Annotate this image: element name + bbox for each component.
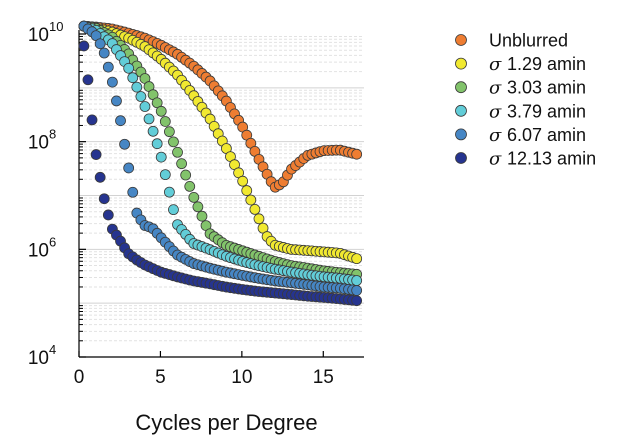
x-tick-label: 15 [313, 367, 334, 388]
data-point [155, 151, 167, 163]
data-point [192, 201, 204, 213]
legend-marker [455, 81, 467, 94]
data-point [159, 169, 171, 181]
legend-sigma-symbol: σ [489, 78, 507, 99]
legend-sigma-symbol: σ [489, 125, 507, 146]
legend-label-text: 3.79 amin [507, 101, 586, 121]
data-point [155, 105, 167, 117]
y-tick-exponent: 8 [49, 127, 56, 142]
data-point [147, 125, 159, 137]
data-point [102, 209, 114, 221]
data-point [176, 158, 188, 170]
legend-marker [455, 34, 467, 46]
data-point [115, 115, 126, 127]
legend-sigma-symbol: σ [489, 101, 507, 122]
series-5 [78, 40, 363, 307]
legend-label-text: 3.03 amin [507, 78, 586, 98]
x-tick-label: 5 [155, 367, 166, 388]
y-tick-base: 10 [28, 348, 49, 369]
data-point [253, 213, 265, 225]
data-point [131, 81, 143, 93]
x-tick-label: 10 [231, 367, 252, 388]
data-point [139, 101, 151, 112]
y-tick-exponent: 4 [49, 342, 56, 357]
y-tick-exponent: 10 [49, 19, 63, 34]
data-point [86, 114, 98, 126]
series-4 [78, 20, 363, 296]
data-point [196, 210, 208, 222]
x-axis-title: Cycles per Degree [135, 410, 317, 435]
y-tick-base: 10 [28, 133, 49, 154]
data-point [135, 91, 147, 102]
legend-label: σ 3.03 amin [489, 78, 586, 99]
y-tick-label: 10 [28, 348, 49, 369]
legend-marker [455, 104, 467, 117]
data-point [111, 95, 122, 107]
legend-label: σ 1.29 amin [489, 54, 586, 75]
y-tick-label: 10 [28, 240, 49, 261]
legend-label: σ 6.07 amin [489, 125, 586, 146]
data-point [172, 146, 183, 158]
data-point [351, 295, 363, 307]
y-tick-base: 10 [28, 240, 49, 261]
legend-label: σ 12.13 amin [489, 149, 596, 170]
legend-marker [455, 152, 467, 164]
data-point [188, 191, 200, 203]
data-point [123, 62, 135, 74]
data-point [249, 203, 261, 215]
data-point [168, 136, 179, 148]
data-point [98, 193, 110, 205]
data-point [159, 116, 171, 127]
data-point [151, 138, 163, 150]
data-point [90, 149, 102, 160]
data-point [180, 169, 192, 181]
data-point [94, 171, 106, 183]
grid [79, 35, 364, 358]
y-tick-base: 10 [28, 25, 49, 46]
data-point [245, 194, 257, 206]
data-point [106, 76, 118, 88]
y-tick-exponent: 6 [49, 234, 56, 249]
legend-marker [455, 57, 467, 70]
data-point [98, 47, 110, 59]
data-point [102, 61, 114, 73]
data-point [168, 204, 179, 216]
data-point [351, 253, 363, 265]
y-tick-label: 10 [28, 25, 49, 46]
legend-sigma-symbol: σ [489, 149, 507, 170]
data-point [119, 138, 130, 150]
legend-marker [455, 128, 467, 141]
data-point [127, 72, 139, 84]
legend-label-text: 1.29 amin [507, 54, 586, 74]
legend-label-text: 6.07 amin [507, 125, 586, 145]
data-point [163, 186, 175, 198]
data-point [163, 126, 175, 138]
legend-label: Unblurred [489, 31, 568, 51]
data-points [78, 20, 363, 307]
data-point [143, 113, 155, 125]
data-point [123, 162, 135, 174]
data-point [184, 181, 196, 192]
data-point [78, 40, 90, 52]
data-point [351, 275, 363, 286]
data-point [351, 148, 363, 160]
data-point [241, 185, 253, 196]
data-point [127, 186, 139, 198]
legend-sigma-symbol: σ [489, 54, 507, 75]
data-point [351, 285, 363, 296]
data-point [237, 175, 249, 187]
legend-label-text: 12.13 amin [507, 149, 596, 169]
data-point [94, 38, 106, 50]
y-tick-label: 10 [28, 133, 49, 154]
legend-label: σ 3.79 amin [489, 101, 586, 122]
data-point [82, 74, 94, 86]
x-tick-label: 0 [74, 367, 85, 388]
legend-label-text: Unblurred [489, 31, 568, 51]
